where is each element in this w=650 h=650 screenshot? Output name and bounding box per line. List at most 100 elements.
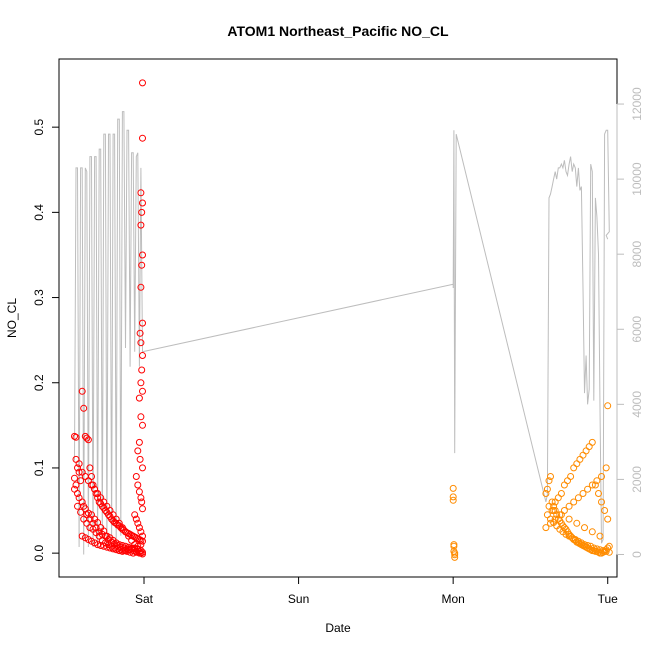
data-point — [573, 519, 581, 527]
chart-title: ATOM1 Northeast_Pacific NO_CL — [227, 23, 449, 39]
y-tick-label: 0.1 — [32, 459, 46, 476]
data-point — [138, 208, 146, 216]
data-point — [581, 541, 588, 549]
data-point — [78, 387, 86, 395]
y2-tick-label: 8000 — [630, 241, 644, 268]
data-point — [574, 494, 582, 502]
data-point — [72, 433, 80, 441]
y2-tick-label: 2000 — [630, 466, 644, 493]
data-point — [139, 199, 146, 207]
data-point — [131, 511, 139, 519]
data-point — [139, 387, 146, 395]
data-point — [139, 537, 146, 545]
data-point — [579, 490, 587, 497]
data-point — [71, 485, 78, 493]
data-point — [136, 329, 144, 337]
data-point — [138, 498, 146, 506]
data-point — [100, 542, 108, 550]
data-point — [132, 473, 140, 480]
data-point — [581, 524, 588, 532]
y2-tick-label: 0 — [630, 551, 644, 558]
data-point — [80, 404, 88, 412]
data-point — [602, 547, 610, 555]
data-point — [137, 339, 145, 347]
y-axis-right: 0 2000 4000 6000 8000 10000 12000 — [616, 87, 644, 558]
y-tick-label: 0.4 — [32, 204, 46, 221]
data-point — [71, 432, 78, 440]
x-tick-label: Tue — [598, 592, 619, 606]
data-point — [137, 379, 145, 387]
data-point — [450, 542, 458, 550]
data-point — [565, 515, 573, 523]
data-point — [72, 481, 80, 489]
y2-tick-label: 6000 — [630, 316, 644, 343]
data-point — [139, 352, 146, 359]
data-point — [550, 507, 558, 514]
x-axis: Sat Sun Mon Tue — [135, 576, 619, 606]
data-point — [584, 542, 592, 549]
y-tick-label: 0.0 — [32, 544, 46, 561]
data-point — [139, 421, 146, 429]
data-point — [106, 544, 114, 552]
data-point — [103, 543, 111, 551]
data-point — [588, 481, 596, 489]
data-point — [596, 546, 604, 554]
y2-tick-label: 12000 — [630, 87, 644, 121]
data-point — [605, 548, 613, 556]
data-point — [109, 545, 117, 553]
data-point — [449, 493, 457, 501]
y-tick-label: 0.5 — [32, 118, 46, 135]
data-point — [139, 505, 146, 513]
y2-tick-label: 4000 — [630, 391, 644, 418]
data-point — [137, 189, 145, 197]
data-point — [134, 481, 142, 489]
data-point — [135, 438, 143, 446]
points-layer — [71, 79, 613, 561]
data-point — [84, 436, 92, 444]
data-point — [135, 524, 143, 532]
data-point — [588, 528, 596, 536]
data-point — [547, 519, 554, 527]
data-point — [590, 544, 598, 552]
data-point — [122, 547, 129, 555]
y-tick-label: 0.3 — [32, 289, 46, 306]
x-tick-label: Sun — [288, 592, 309, 606]
data-point — [604, 402, 612, 410]
data-point — [591, 481, 599, 489]
y-axis-label: NO_CL — [5, 298, 19, 338]
y2-tick-label: 10000 — [630, 162, 644, 196]
data-point — [588, 438, 596, 446]
data-point — [75, 460, 83, 468]
data-point — [138, 366, 146, 374]
data-point — [137, 549, 145, 557]
data-point — [543, 485, 551, 493]
x-tick-label: Sat — [135, 592, 154, 606]
data-point — [557, 511, 565, 519]
data-point — [451, 553, 459, 561]
data-point — [449, 484, 457, 492]
data-point — [137, 528, 145, 536]
y-axis-left: 0.0 0.1 0.2 0.3 0.4 0.5 — [32, 118, 60, 561]
data-point — [117, 546, 125, 554]
data-point — [97, 542, 105, 549]
data-point — [74, 464, 81, 472]
data-point — [602, 464, 610, 472]
data-point — [77, 477, 85, 485]
data-point — [550, 502, 558, 510]
data-point — [596, 532, 604, 540]
data-point — [118, 547, 126, 555]
data-point — [598, 473, 605, 480]
data-point — [137, 221, 145, 229]
data-point — [451, 551, 459, 559]
data-point — [449, 496, 457, 504]
data-point — [75, 468, 83, 476]
data-point — [136, 455, 144, 463]
data-point — [139, 532, 146, 540]
data-point — [604, 515, 612, 523]
data-point — [584, 485, 592, 493]
data-point — [74, 502, 81, 510]
data-point — [75, 494, 83, 502]
data-point — [139, 464, 146, 472]
